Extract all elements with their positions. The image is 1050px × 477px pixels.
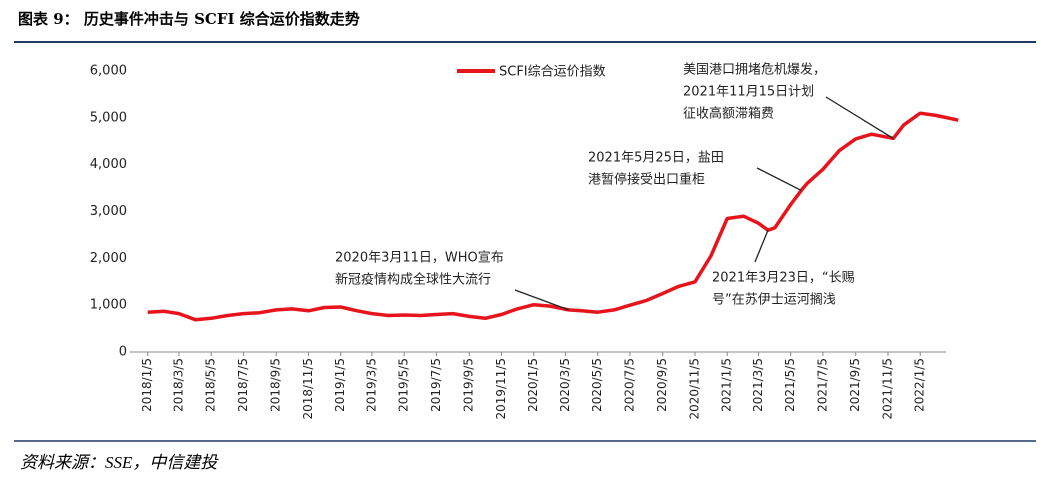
- x-tick-label: 2018/9/5: [269, 358, 283, 412]
- y-tick-label: 6,000: [90, 64, 127, 79]
- x-tick-label: 2021/5/5: [783, 358, 797, 412]
- x-tick-label: 2020/1/5: [526, 358, 540, 412]
- x-tick-label: 2020/9/5: [655, 358, 669, 412]
- y-tick-label: 5,000: [90, 110, 127, 125]
- x-tick-label: 2020/11/5: [687, 358, 701, 420]
- series-line: [147, 111, 959, 322]
- x-tick-label: 2019/11/5: [494, 358, 508, 420]
- legend-label: SCFI综合运价指数: [499, 65, 606, 80]
- x-tick-label: 2021/9/5: [848, 358, 862, 412]
- source-note: 资料来源：SSE，中信建投: [20, 453, 219, 472]
- x-tick-label: 2020/5/5: [590, 358, 604, 412]
- annotation-text: 2021年11月15日计划: [683, 85, 814, 100]
- x-tick-label: 2018/5/5: [204, 358, 218, 412]
- annotation-text: 2021年3月23日，“长赐: [712, 271, 855, 286]
- x-tick-label: 2018/11/5: [301, 358, 315, 420]
- x-tick-label: 2019/9/5: [462, 358, 476, 412]
- y-tick-label: 0: [119, 345, 127, 360]
- annotation-text: 征收高额滞箱费: [683, 106, 774, 122]
- x-tick-label: 2020/7/5: [622, 358, 636, 412]
- annotation-text: 2021年5月25日，盐田: [588, 151, 724, 166]
- y-tick-label: 1,000: [90, 298, 127, 313]
- x-tick-label: 2021/3/5: [751, 358, 765, 412]
- annotation-text: 号”在苏伊士运河搁浅: [712, 292, 836, 308]
- annotation-leader: [514, 289, 569, 311]
- x-tick-label: 2022/1/5: [913, 358, 927, 412]
- x-tick-label: 2019/1/5: [333, 358, 347, 412]
- x-tick-label: 2019/3/5: [364, 358, 378, 412]
- x-tick-label: 2020/3/5: [558, 358, 572, 412]
- y-tick-label: 4,000: [90, 157, 127, 172]
- x-tick-label: 2018/1/5: [140, 358, 154, 412]
- annotation-leader: [754, 229, 769, 263]
- y-tick-label: 3,000: [90, 204, 127, 219]
- chart-title: 图表 9： 历史事件冲击与 SCFI 综合运价指数走势: [18, 10, 360, 28]
- annotation-text: 美国港口拥堵危机爆发，: [683, 62, 826, 78]
- x-tick-label: 2019/5/5: [397, 358, 411, 412]
- x-tick-label: 2021/7/5: [815, 358, 829, 412]
- x-tick-label: 2018/3/5: [171, 358, 185, 412]
- x-tick-label: 2018/7/5: [236, 358, 250, 412]
- annotation-leader: [825, 96, 894, 139]
- x-tick-label: 2021/11/5: [880, 358, 894, 420]
- annotation-text: 港暂停接受出口重柜: [588, 172, 705, 188]
- y-tick-label: 2,000: [90, 251, 127, 266]
- annotation-text: 新冠疫情构成全球性大流行: [335, 272, 491, 288]
- annotation-text: 2020年3月11日，WHO宣布: [335, 250, 504, 266]
- x-tick-label: 2021/1/5: [720, 358, 734, 412]
- x-tick-label: 2019/7/5: [429, 358, 443, 412]
- annotation-leader: [756, 167, 802, 192]
